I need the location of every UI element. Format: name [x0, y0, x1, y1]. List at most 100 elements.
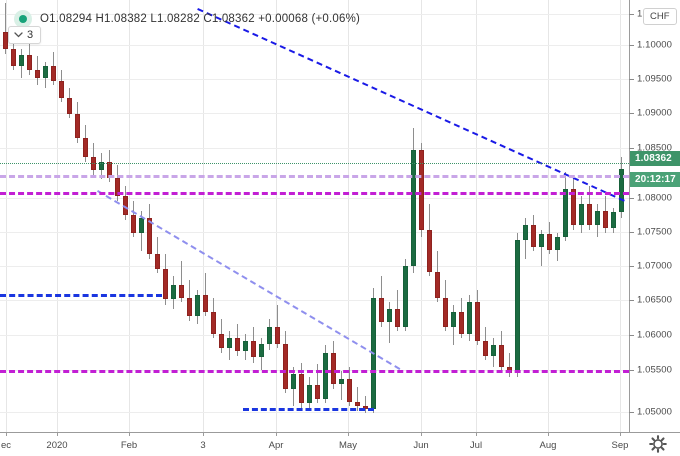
chevron-down-icon: [14, 32, 23, 38]
candle-body-down: [435, 271, 440, 298]
grid-line-horizontal: [0, 412, 629, 413]
price-tick: [629, 266, 634, 267]
candle-body-up: [259, 343, 264, 357]
candle-body-down: [123, 196, 128, 216]
candle-body-down: [155, 254, 160, 269]
filled-circle-icon: [14, 10, 32, 28]
time-tick: [548, 432, 549, 436]
grid-line-vertical: [276, 0, 277, 432]
price-tick-label: 1.05500: [637, 364, 673, 376]
chart-plot-area[interactable]: [0, 0, 629, 432]
time-tick: [476, 432, 477, 436]
time-tick: [57, 432, 58, 436]
candle-body-up: [43, 66, 48, 78]
candle-body-down: [355, 401, 360, 407]
candle-body-down: [51, 66, 56, 81]
candle-body-up: [243, 341, 248, 352]
price-tick: [629, 370, 634, 371]
candle-body-down: [219, 333, 224, 349]
price-tick-label: 1.06000: [637, 329, 673, 341]
candle-body-down: [11, 48, 16, 67]
candle-wick: [509, 352, 510, 378]
grid-line-horizontal: [0, 14, 629, 15]
candle-body-up: [387, 309, 392, 323]
time-tick-label: Jun: [413, 440, 429, 451]
candle-wick: [341, 371, 342, 401]
time-tick-label: Aug: [539, 440, 557, 451]
resistance-lavender[interactable]: [0, 175, 629, 178]
grid-line-horizontal: [0, 300, 629, 301]
candle-body-down: [131, 215, 136, 233]
grid-line-vertical: [548, 0, 549, 432]
candle-body-up: [291, 374, 296, 389]
price-tick: [629, 300, 634, 301]
grid-line-horizontal: [0, 148, 629, 149]
grid-line-vertical: [6, 0, 7, 432]
candle-body-up: [411, 150, 416, 266]
candle-body-down: [115, 177, 120, 197]
candle-body-down: [147, 218, 152, 255]
candle-body-down: [531, 225, 536, 247]
price-tick-label: 1.10000: [637, 39, 673, 51]
candle-body-down: [67, 97, 72, 114]
candle-body-up: [579, 203, 584, 226]
resistance-green-dotted[interactable]: [0, 163, 629, 164]
candle-body-down: [83, 138, 88, 158]
grid-line-horizontal: [0, 266, 629, 267]
price-tick-label: 1.09500: [637, 73, 673, 85]
gear-icon[interactable]: [648, 434, 668, 454]
candle-body-up: [563, 189, 568, 237]
grid-line-horizontal: [0, 113, 629, 114]
currency-badge[interactable]: CHF: [643, 8, 677, 26]
price-tick: [629, 412, 634, 413]
price-tick-label: 1.07000: [637, 260, 673, 272]
candle-body-down: [499, 345, 504, 368]
grid-line-horizontal: [0, 45, 629, 46]
candle-wick: [541, 229, 542, 266]
support-magenta-lower[interactable]: [0, 370, 629, 373]
candle-wick: [277, 304, 278, 349]
grid-line-horizontal: [0, 232, 629, 233]
time-axis-line: [0, 432, 680, 433]
resistance-magenta-upper[interactable]: [0, 192, 629, 195]
candle-body-down: [395, 309, 400, 327]
time-tick: [620, 432, 621, 436]
candle-body-down: [587, 203, 592, 226]
candle-body-down: [275, 326, 280, 344]
grid-line-vertical: [620, 0, 621, 432]
candle-body-up: [611, 212, 616, 229]
time-tick-label: Feb: [120, 440, 138, 451]
candle-body-up: [619, 168, 624, 213]
candle-body-down: [379, 297, 384, 323]
grid-line-vertical: [129, 0, 130, 432]
price-tick: [629, 14, 634, 15]
candle-wick: [365, 396, 366, 414]
candle-body-up: [19, 54, 24, 67]
candle-body-up: [139, 218, 144, 233]
support-blue-mid[interactable]: [0, 294, 162, 297]
interval-selector[interactable]: 3: [8, 26, 42, 44]
candle-body-up: [539, 233, 544, 247]
candle-body-down: [59, 80, 64, 98]
candle-body-down: [235, 338, 240, 352]
downtrend-main[interactable]: [197, 8, 625, 202]
time-tick: [129, 432, 130, 436]
ohlc-legend: O1.08294 H1.08382 L1.08282 C1.08362 +0.0…: [14, 10, 360, 28]
candle-body-up: [195, 294, 200, 317]
current-price-badge: 1.08362: [630, 151, 680, 166]
candle-body-down: [443, 297, 448, 327]
support-blue-lower[interactable]: [243, 408, 374, 411]
price-axis-line: [629, 0, 630, 432]
candle-body-down: [347, 378, 352, 402]
drawing-overlay-layer[interactable]: [0, 0, 629, 432]
downtrend-inner[interactable]: [96, 190, 400, 370]
price-scale[interactable]: 1.105001.100001.095001.090001.085001.080…: [629, 0, 680, 432]
price-tick-label: 1.07500: [637, 226, 673, 238]
time-scale[interactable]: ec 2020 Feb 3 Apr May Jun Jul Aug Sep: [0, 432, 680, 456]
candle-body-up: [595, 210, 600, 226]
bar-countdown-badge: 20:12:17: [630, 172, 680, 187]
candle-body-down: [211, 312, 216, 334]
price-tick: [629, 198, 634, 199]
grid-line-vertical: [57, 0, 58, 432]
